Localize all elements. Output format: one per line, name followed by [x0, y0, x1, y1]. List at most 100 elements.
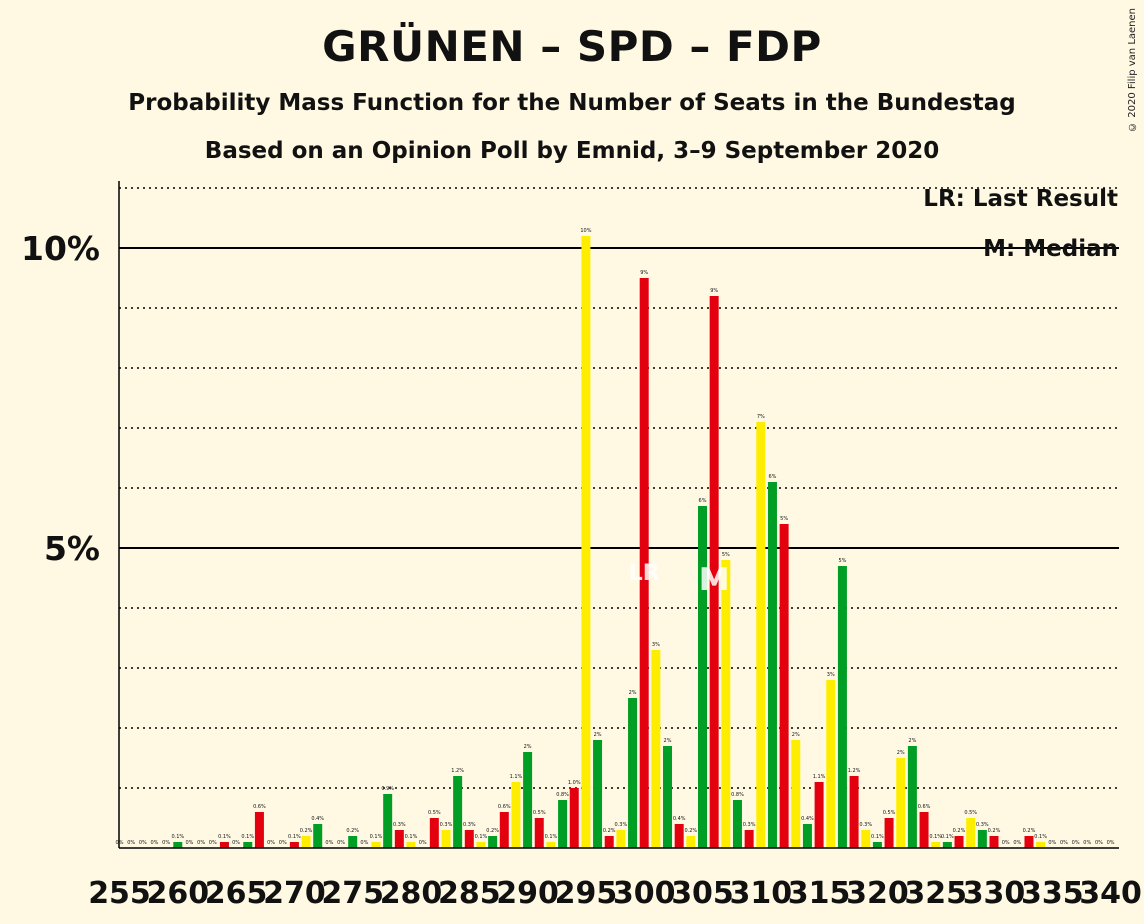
data-label-280: 0.1% [405, 834, 418, 840]
bar-324 [919, 812, 929, 848]
data-label-279: 0.3% [393, 822, 406, 828]
bar-282 [429, 818, 439, 848]
bars [173, 236, 1046, 848]
data-label-265: 0% [232, 840, 240, 846]
bar-297 [604, 836, 614, 848]
bar-322 [896, 758, 906, 848]
axes: 5%10%25526026527027528028529029530030531… [21, 181, 1142, 911]
data-label-330: 0.2% [988, 828, 1001, 834]
data-label-267: 0.6% [253, 804, 266, 810]
x-tick-label: 310 [729, 876, 792, 911]
data-label-278: 0.9% [381, 786, 394, 792]
bar-310 [756, 422, 766, 848]
data-label-338: 0% [1083, 840, 1091, 846]
bar-325 [931, 842, 941, 848]
bar-264 [219, 842, 229, 848]
data-label-257: 0% [139, 840, 147, 846]
bar-307 [721, 560, 731, 848]
bar-318 [849, 776, 859, 848]
data-label-319: 0.3% [859, 822, 872, 828]
data-label-274: 0% [337, 840, 345, 846]
data-label-311: 6% [768, 474, 776, 480]
data-label-303: 0.4% [673, 816, 686, 822]
bar-330 [989, 836, 999, 848]
x-tick-label: 305 [671, 876, 734, 911]
data-label-340: 0% [1107, 840, 1115, 846]
bar-301 [651, 650, 661, 848]
data-label-315: 1.1% [813, 774, 826, 780]
data-label-282: 0.5% [428, 810, 441, 816]
data-label-318: 1.2% [848, 768, 861, 774]
bar-275 [348, 836, 358, 848]
data-label-260: 0.1% [171, 834, 184, 840]
data-label-263: 0% [209, 840, 217, 846]
grid-lines [119, 187, 1119, 789]
legend-median: M: Median [983, 236, 1118, 262]
bar-279 [394, 830, 404, 848]
data-label-293: 0.8% [556, 792, 569, 798]
bar-300 [639, 278, 649, 848]
data-label-325: 0.1% [929, 834, 942, 840]
x-tick-label: 270 [263, 876, 326, 911]
bar-290 [523, 752, 533, 848]
bar-314 [802, 824, 812, 848]
data-label-302: 2% [664, 738, 672, 744]
x-tick-label: 320 [846, 876, 909, 911]
bar-303 [674, 824, 684, 848]
bar-334 [1036, 842, 1046, 848]
bar-298 [616, 830, 626, 848]
data-label-261: 0% [185, 840, 193, 846]
chart-source: Based on an Opinion Poll by Emnid, 3–9 S… [204, 138, 940, 164]
data-label-323: 2% [908, 738, 916, 744]
data-label-256: 0% [127, 840, 135, 846]
data-label-272: 0.4% [311, 816, 324, 822]
bar-311 [767, 482, 777, 848]
data-label-320: 0.1% [871, 834, 884, 840]
bar-321 [884, 818, 894, 848]
data-label-333: 0.2% [1023, 828, 1036, 834]
data-label-332: 0% [1013, 840, 1021, 846]
data-label-301: 3% [652, 642, 660, 648]
bar-312 [779, 524, 789, 848]
data-label-264: 0.1% [218, 834, 231, 840]
y-tick-label: 10% [21, 229, 100, 268]
data-labels: 0%0%0%0%0%0.1%0%0%0%0.1%0%0.1%0.6%0%0%0.… [116, 228, 1115, 846]
data-label-290: 2% [524, 744, 532, 750]
bar-289 [511, 782, 521, 848]
data-label-321: 0.5% [883, 810, 896, 816]
bar-304 [686, 836, 696, 848]
data-label-326: 0.1% [941, 834, 954, 840]
data-label-339: 0% [1095, 840, 1103, 846]
bar-283 [441, 830, 451, 848]
x-tick-label: 285 [438, 876, 501, 911]
bar-271 [301, 836, 311, 848]
x-tick-label: 255 [88, 876, 151, 911]
data-label-322: 2% [897, 750, 905, 756]
bar-328 [966, 818, 976, 848]
bar-317 [837, 566, 847, 848]
bar-293 [558, 800, 568, 848]
data-label-268: 0% [267, 840, 275, 846]
bar-286 [476, 842, 486, 848]
data-label-329: 0.3% [976, 822, 989, 828]
data-label-283: 0.3% [440, 822, 453, 828]
bar-320 [872, 842, 882, 848]
bar-309 [744, 830, 754, 848]
bar-266 [243, 842, 253, 848]
bar-260 [173, 842, 183, 848]
data-label-277: 0.1% [370, 834, 383, 840]
data-label-259: 0% [162, 840, 170, 846]
data-label-275: 0.2% [346, 828, 359, 834]
data-label-291: 0.5% [533, 810, 546, 816]
data-label-331: 0% [1002, 840, 1010, 846]
x-tick-label: 290 [496, 876, 559, 911]
bar-291 [534, 818, 544, 848]
data-label-266: 0.1% [241, 834, 254, 840]
x-tick-label: 335 [1021, 876, 1084, 911]
x-tick-label: 260 [146, 876, 209, 911]
markers: M LR [629, 561, 730, 598]
x-tick-label: 340 [1079, 876, 1142, 911]
data-label-305: 6% [699, 498, 707, 504]
data-label-271: 0.2% [300, 828, 313, 834]
data-label-276: 0% [360, 840, 368, 846]
